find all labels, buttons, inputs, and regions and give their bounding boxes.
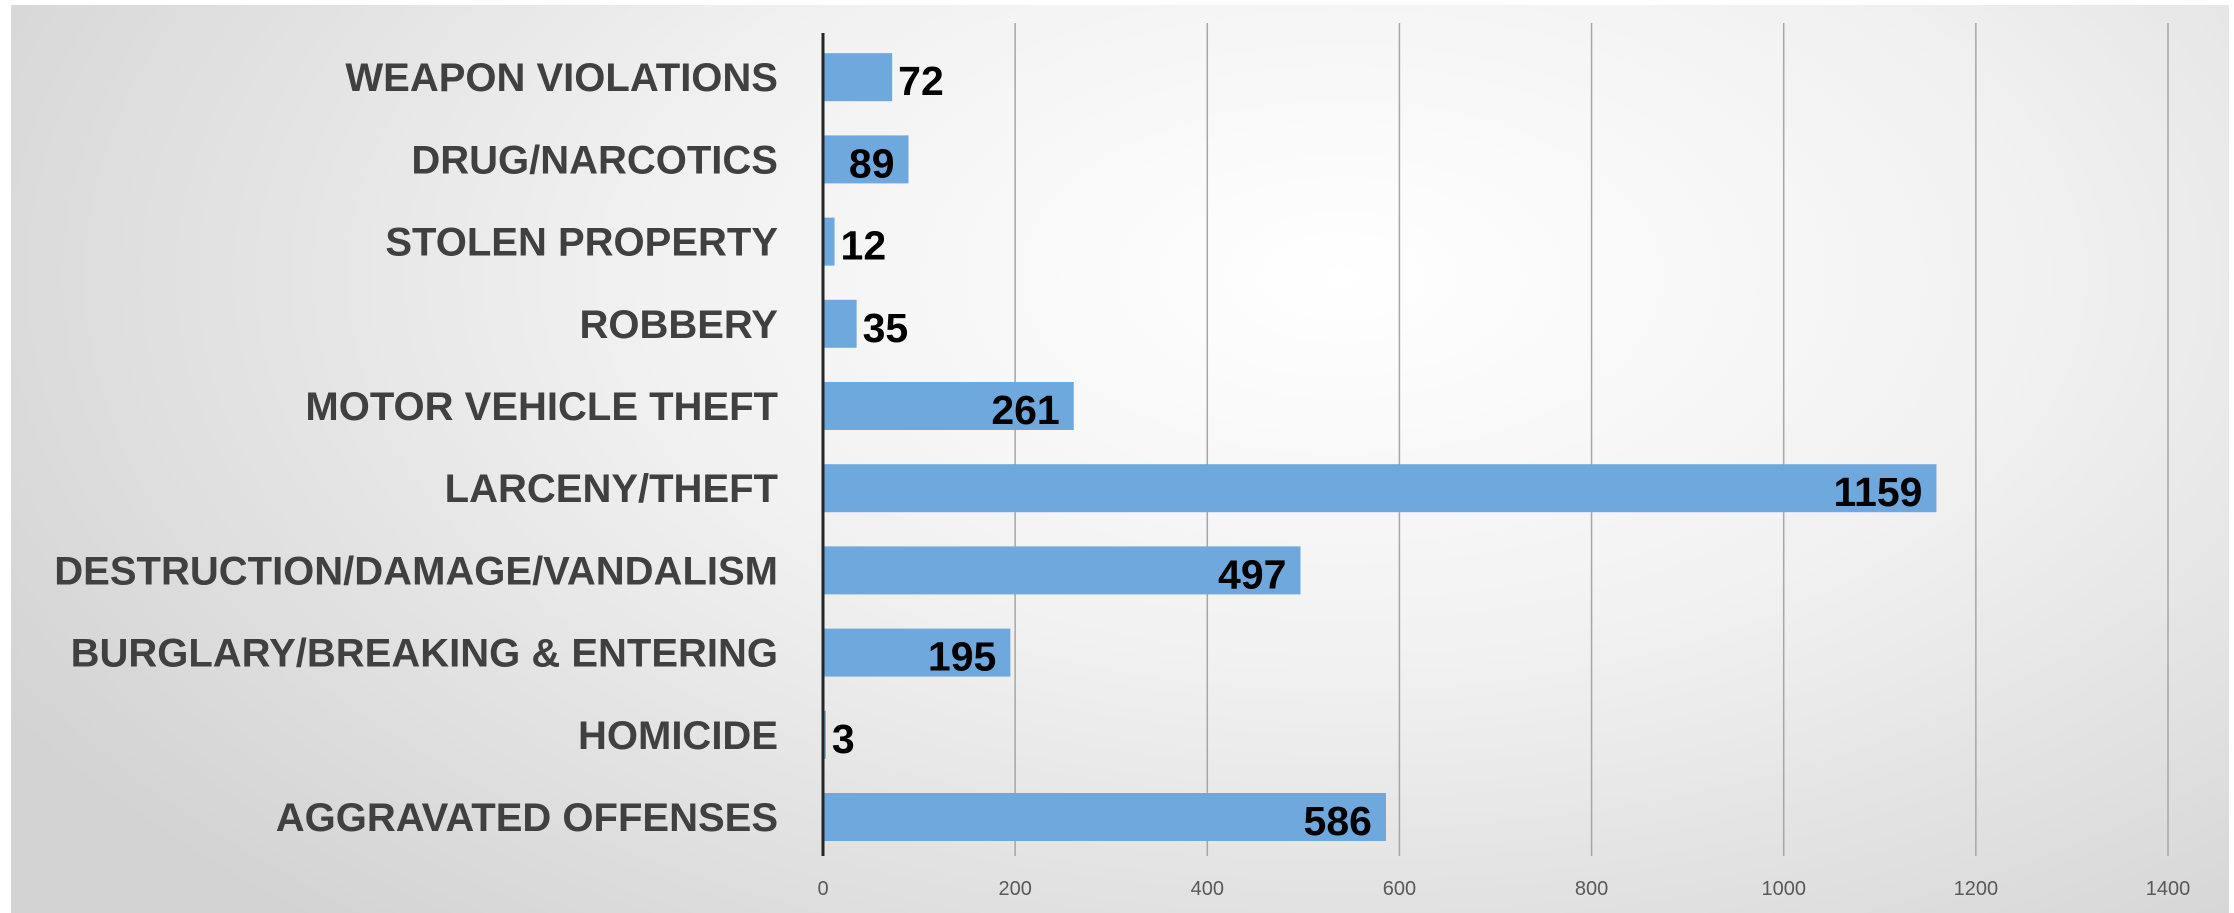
category-label: STOLEN PROPERTY [385,221,778,265]
bar [823,217,835,266]
value-label: 1159 [1834,469,1923,515]
value-label: 3 [832,716,855,762]
value-label: 195 [928,634,996,680]
category-label: ROBBERY [579,303,778,347]
bar [823,793,1386,841]
gridlines [1014,23,2169,856]
x-tick-label: 1200 [1954,878,1999,900]
category-label: BURGLARY/BREAKING & ENTERING [71,632,778,676]
bar [823,382,1074,430]
value-label: 72 [898,58,944,104]
x-tick-label: 800 [1575,878,1608,900]
value-label: 497 [1218,551,1286,597]
bar [823,464,1937,513]
x-axis-tick-labels: 0 200 400 600 800 1000 1200 1400 [817,878,2190,900]
x-tick-label: 1000 [1761,878,1806,900]
category-label: MOTOR VEHICLE THEFT [305,385,778,429]
category-label: WEAPON VIOLATIONS [345,56,778,100]
value-label: 12 [841,223,887,269]
bars [823,53,1937,841]
bar [823,135,909,184]
bar [823,53,893,102]
category-label: DESTRUCTION/DAMAGE/VANDALISM [54,549,778,593]
value-label: 586 [1304,798,1372,844]
bar [823,546,1301,595]
x-tick-label: 600 [1383,878,1416,900]
value-label: 35 [863,305,909,351]
bar [823,628,1011,677]
category-labels: AGGRAVATED OFFENSES HOMICIDE BURGLARY/BREA… [54,56,778,840]
value-label: 261 [991,387,1059,433]
chart-area: AGGRAVATED OFFENSES HOMICIDE BURGLARY/BREA… [11,5,2229,913]
bar [823,299,857,348]
x-tick-label: 200 [998,878,1031,900]
category-label: AGGRAVATED OFFENSES [276,796,778,840]
category-label: HOMICIDE [578,714,778,758]
value-label: 89 [849,140,895,186]
horizontal-bar-chart: AGGRAVATED OFFENSES HOMICIDE BURGLARY/BREA… [54,23,2190,900]
x-tick-label: 400 [1191,878,1224,900]
x-tick-label: 1400 [2146,878,2191,900]
category-label: DRUG/NARCOTICS [411,138,778,182]
category-label: LARCENY/THEFT [445,467,778,511]
x-tick-label: 0 [817,878,828,900]
